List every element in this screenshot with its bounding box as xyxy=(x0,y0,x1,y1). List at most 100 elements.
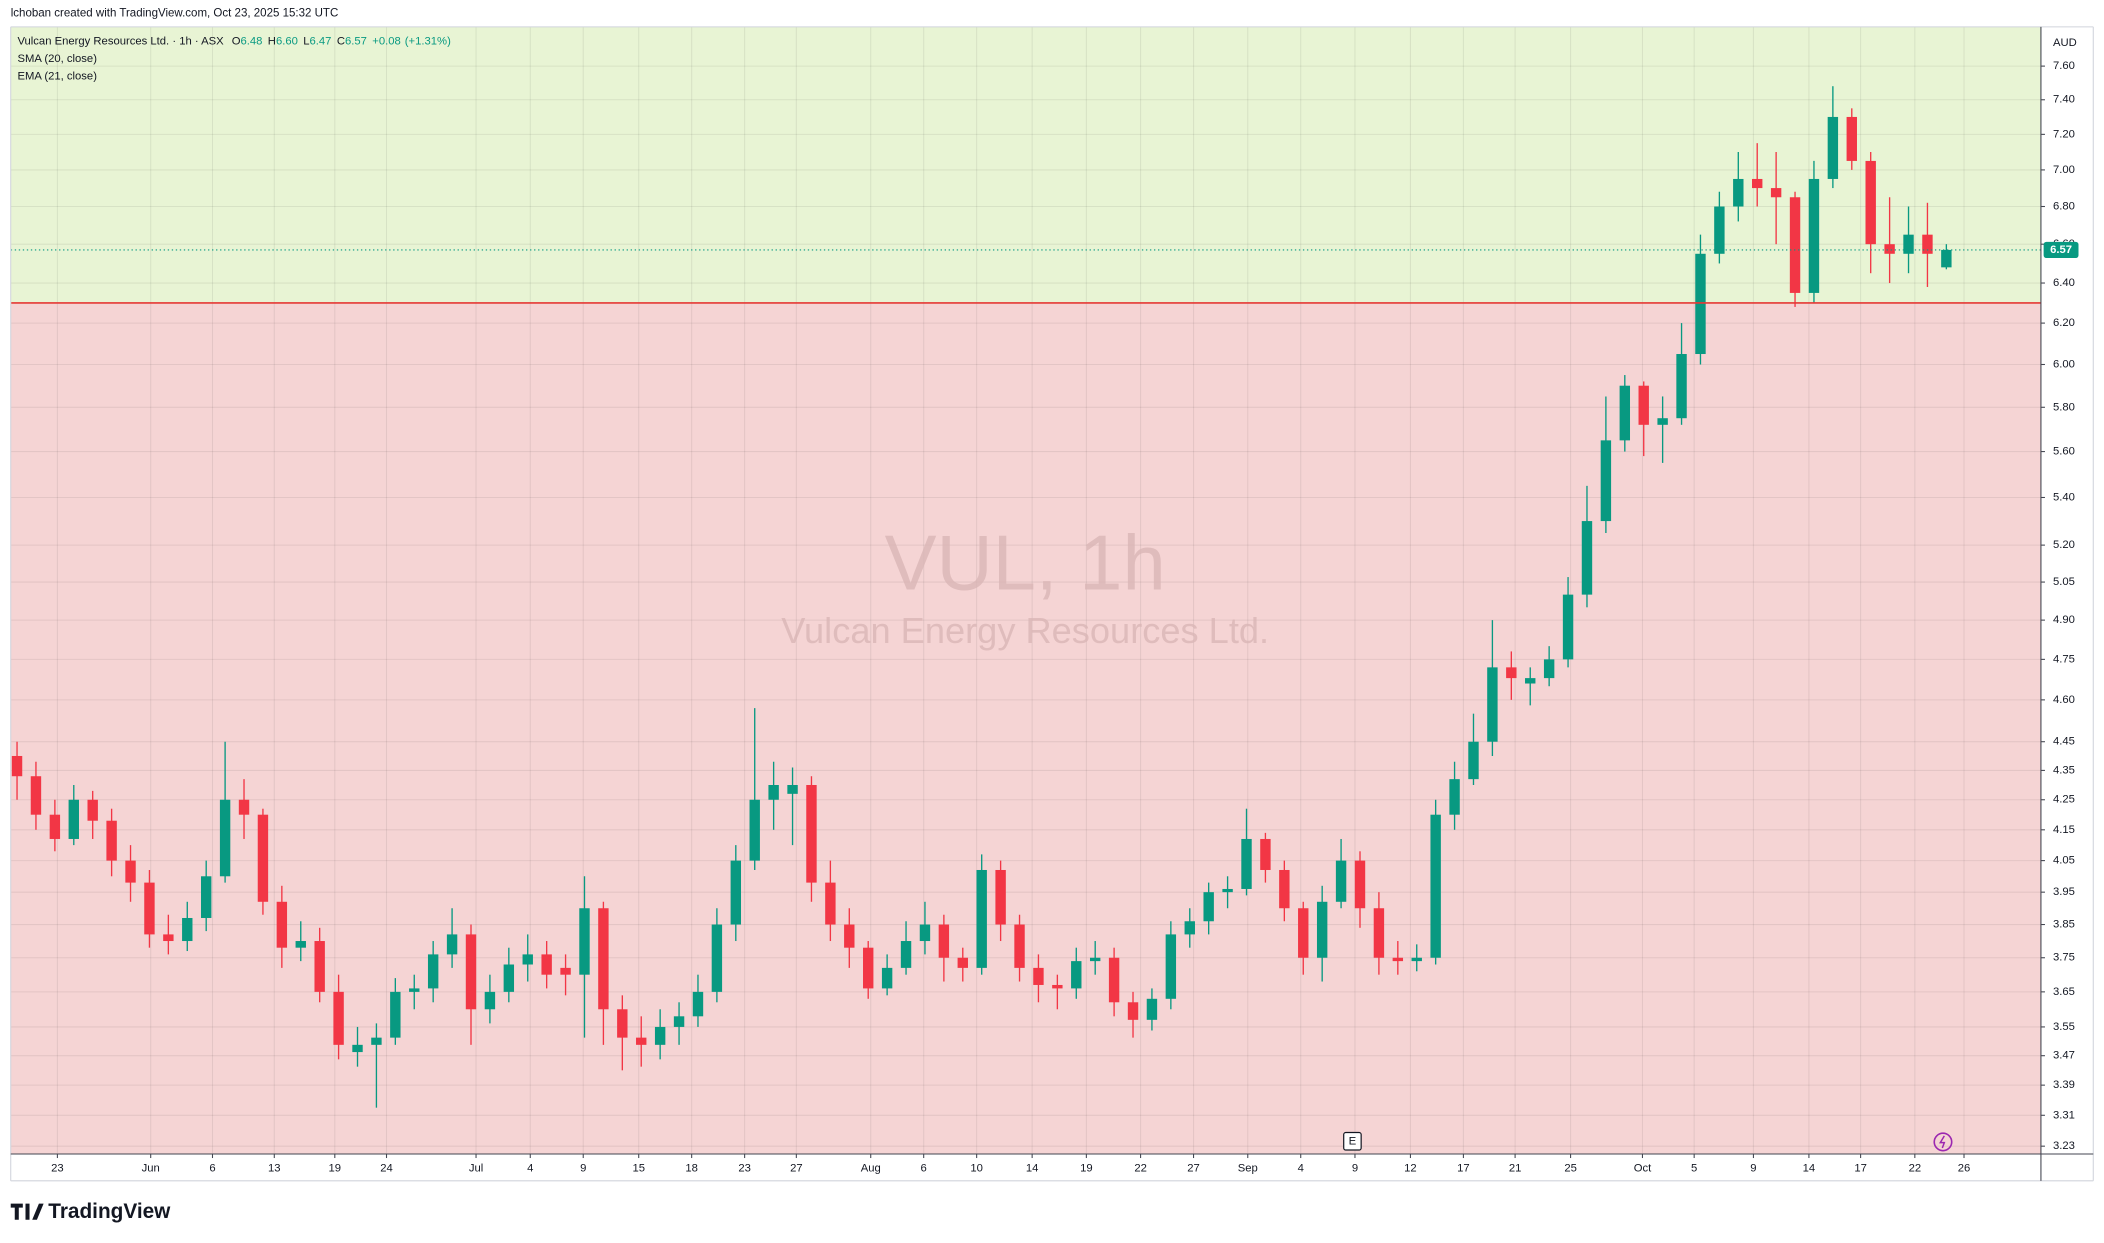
candle-body xyxy=(1127,1002,1139,1020)
x-tick-label: 4 xyxy=(1298,1163,1304,1175)
candle-body xyxy=(957,957,968,968)
legend-title: Vulcan Energy Resources Ltd. · 1h · ASX xyxy=(17,36,224,48)
x-tick-label: 6 xyxy=(921,1163,927,1175)
event-label: E xyxy=(1349,1136,1357,1148)
candle-body xyxy=(30,776,42,815)
x-tick-label: 19 xyxy=(329,1163,342,1175)
x-tick-label: 9 xyxy=(1352,1163,1358,1175)
ohlc-key: O xyxy=(232,36,241,48)
candle-body xyxy=(276,901,288,948)
y-tick-label: 7.00 xyxy=(2053,164,2075,176)
candle-body xyxy=(1146,998,1158,1020)
watermark: VUL, 1h Vulcan Energy Resources Ltd. xyxy=(781,521,1269,651)
candle-body xyxy=(1903,234,1914,254)
grid xyxy=(10,26,2041,1155)
candle-body xyxy=(863,947,874,989)
footer-logo: TradingView xyxy=(10,1200,171,1223)
x-tick-label: 23 xyxy=(738,1163,751,1175)
x-tick-label: 27 xyxy=(1187,1163,1200,1175)
attribution: lchoban created with TradingView.com, Oc… xyxy=(11,7,339,19)
x-tick-label: Aug xyxy=(861,1163,881,1175)
candle-body xyxy=(844,924,855,948)
candle-body xyxy=(1279,869,1290,909)
x-tick-label: Sep xyxy=(1238,1163,1258,1175)
ohlc-key: L xyxy=(303,36,309,48)
candle-body xyxy=(1184,921,1195,935)
x-tick-label: 14 xyxy=(1026,1163,1039,1175)
y-tick-label: 4.35 xyxy=(2053,764,2075,776)
candle-body xyxy=(11,755,23,777)
candle-body xyxy=(314,941,325,992)
candle-body xyxy=(1733,178,1744,207)
candle-body xyxy=(144,882,155,935)
candle-body xyxy=(484,991,496,1010)
candle-body xyxy=(1695,253,1706,355)
candle-body xyxy=(503,964,515,992)
upper-zone xyxy=(10,26,2041,303)
y-tick-label: 4.15 xyxy=(2053,824,2075,836)
candle-body xyxy=(446,934,458,955)
candle-body xyxy=(617,1009,628,1038)
candle-body xyxy=(1108,957,1120,1003)
candle-body xyxy=(1676,354,1687,419)
x-tick-label: Oct xyxy=(1634,1163,1652,1175)
candle-body xyxy=(579,908,590,975)
candle-body xyxy=(1827,116,1839,179)
candle-body xyxy=(1941,249,1952,268)
ohlc-key: H xyxy=(268,36,276,48)
candle-body xyxy=(1581,521,1593,595)
y-tick-label: 3.75 xyxy=(2053,952,2075,964)
candle-body xyxy=(1449,779,1460,815)
y-tick-label: 4.75 xyxy=(2053,653,2075,665)
x-tick-label: 26 xyxy=(1958,1163,1971,1175)
event-marker xyxy=(1343,1131,1362,1151)
candle-body xyxy=(1884,244,1895,254)
y-tick-label: 6.80 xyxy=(2053,200,2075,212)
x-tick-label: 4 xyxy=(527,1163,533,1175)
ohlc-key: C xyxy=(337,36,345,48)
candle-body xyxy=(219,799,231,877)
y-tick-label: 4.05 xyxy=(2053,855,2075,867)
watermark-name: Vulcan Energy Resources Ltd. xyxy=(781,610,1269,651)
candle-body xyxy=(200,876,212,918)
candle-body xyxy=(787,784,798,794)
candle-body xyxy=(1808,178,1820,293)
y-tick-label: 6.00 xyxy=(2053,358,2075,370)
candle-body xyxy=(1865,160,1876,245)
candle-body xyxy=(919,924,931,942)
change-pct: (+1.31%) xyxy=(405,36,451,48)
y-tick-label: 6.20 xyxy=(2053,317,2075,329)
y-unit: AUD xyxy=(2053,37,2077,49)
y-tick-label: 3.39 xyxy=(2053,1079,2075,1091)
overlay xyxy=(10,249,2041,304)
candle-body xyxy=(68,799,79,839)
lower-zone xyxy=(10,302,2041,1155)
candle-body xyxy=(1562,594,1574,660)
x-tick-label: 17 xyxy=(1854,1163,1867,1175)
candle-body xyxy=(1354,860,1366,909)
candle-body xyxy=(1203,892,1214,922)
y-tick-label: 7.20 xyxy=(2053,128,2075,140)
x-tick-label: 22 xyxy=(1909,1163,1922,1175)
x-tick-label: 12 xyxy=(1404,1163,1417,1175)
x-tick-label: 25 xyxy=(1564,1163,1577,1175)
x-tick-label: 17 xyxy=(1457,1163,1470,1175)
y-tick-label: 3.95 xyxy=(2053,886,2075,898)
y-tick-label: 5.20 xyxy=(2053,539,2075,551)
y-tick-label: 5.40 xyxy=(2053,491,2075,503)
candle-body xyxy=(1430,814,1441,958)
x-tick-label: 27 xyxy=(790,1163,803,1175)
y-tick-label: 3.23 xyxy=(2053,1140,2075,1152)
y-tick-label: 5.05 xyxy=(2053,576,2075,588)
candle-body xyxy=(1411,957,1422,962)
candle-body xyxy=(1600,440,1612,522)
candle-body xyxy=(995,869,1006,925)
x-tick-label: 22 xyxy=(1134,1163,1147,1175)
y-tick-label: 4.60 xyxy=(2053,694,2075,706)
candle-body xyxy=(1373,908,1385,958)
candle-body xyxy=(125,860,136,883)
candle-body xyxy=(1657,418,1668,425)
x-tick-label: 19 xyxy=(1080,1163,1093,1175)
candle-body xyxy=(749,799,760,861)
